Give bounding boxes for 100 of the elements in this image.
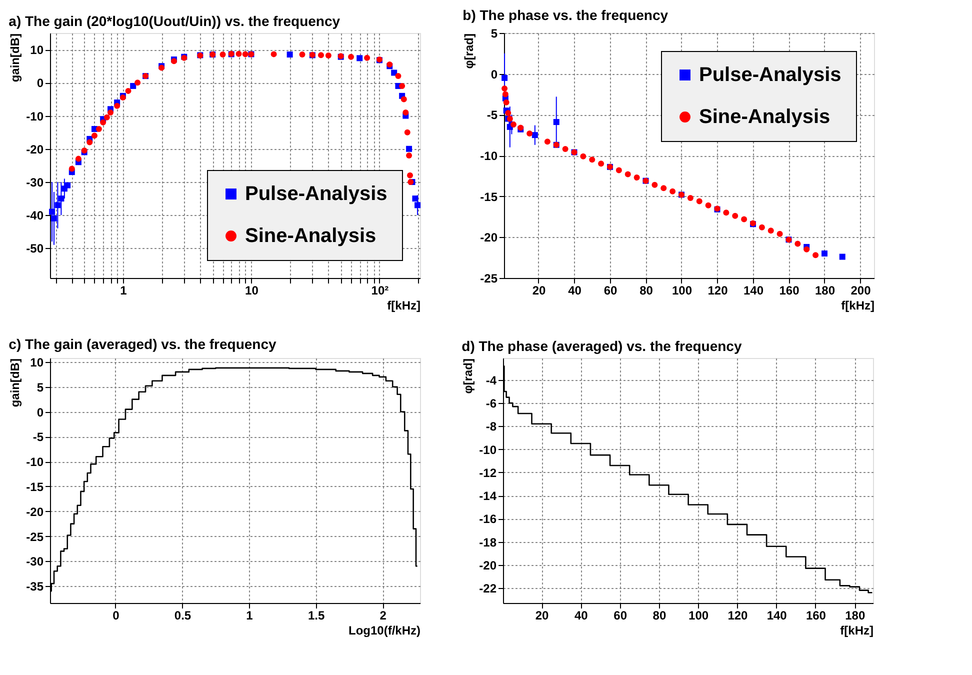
y-tick-label: 10 [30,355,44,370]
point [776,230,783,237]
x-tick-label: 0 [112,608,120,622]
x-tick-label: 160 [806,608,826,622]
y-tick-label: -6 [486,396,497,411]
y-axis-title: gain[dB] [8,33,22,82]
point [589,156,596,163]
point [723,210,730,216]
x-tick-label: 0.5 [174,608,192,622]
point [741,216,748,222]
y-tick-label: -12 [479,466,497,480]
point [705,202,712,208]
y-tick-label: -30 [26,554,44,569]
point [580,153,586,160]
chart-title: d) The phase (averaged) vs. the frequency [462,338,742,354]
x-axis-title: Log10(f/kHz) [348,624,421,638]
y-tick-label: -10 [479,442,497,457]
y-tick-label: -25 [480,272,498,286]
point [598,160,604,167]
y-tick-label: -8 [486,420,497,434]
legend-label: Pulse-Analysis [245,183,388,205]
point [839,254,846,260]
x-axis-title: f[kHz] [840,624,874,638]
point [502,91,508,98]
y-tick-label: -50 [26,242,44,256]
y-tick-label: -20 [479,558,497,572]
point [812,252,819,258]
x-tick-label: 20 [532,284,546,298]
y-tick-label: -10 [26,455,44,470]
y-tick-label: -14 [479,489,497,504]
y-tick-label: -25 [26,530,44,544]
y-tick-label: 0 [36,405,44,420]
legend-label: Pulse-Analysis [699,64,842,86]
point [670,188,676,194]
x-tick-label: 160 [779,284,800,298]
y-tick-label: 0 [490,67,498,82]
x-tick-label: 1 [120,284,128,298]
point [544,138,550,145]
x-tick-label: 180 [814,284,836,298]
point [526,130,533,136]
legend-label: Sine-Analysis [245,225,376,247]
y-tick-label: -30 [26,175,44,190]
chart-title: b) The phase vs. the frequency [462,7,668,23]
y-tick-label: -20 [26,504,44,519]
x-tick-label: 120 [728,608,748,622]
point [503,99,510,106]
y-tick-label: -15 [480,190,498,204]
y-tick-label: 10 [30,43,44,58]
point [532,132,538,138]
y-tick-label: -35 [26,580,44,594]
y-tick-label: -40 [26,208,44,223]
x-tick-label: 10 [245,284,259,298]
point [696,198,702,204]
x-tick-label: 60 [604,284,618,298]
y-tick-label: -16 [479,512,497,526]
point [687,194,694,201]
y-tick-label: -5 [486,108,498,122]
point [732,212,738,219]
legend-label: Sine-Analysis [699,106,830,128]
y-tick-label: -22 [479,581,497,596]
point [768,228,774,234]
x-tick-label: 40 [568,284,582,298]
x-axis-title: f[kHz] [841,298,875,312]
y-tick-label: -10 [480,149,498,163]
x-tick-label: 20 [535,608,550,622]
x-tick-label: 200 [850,284,872,298]
x-tick-label: 1 [246,608,254,622]
chart-title: a) The gain (20*log10(Uout/Uin)) vs. the frequency [8,13,340,29]
x-tick-label: 40 [574,608,588,622]
y-tick-label: -18 [479,535,497,550]
y-tick-label: -15 [26,480,44,494]
x-tick-label: 100 [688,608,709,622]
y-tick-label: -20 [480,230,498,245]
point [804,246,810,252]
point [505,110,512,116]
x-axis-title: f[kHz] [387,298,421,312]
x-tick-label: 100 [672,284,692,298]
point [794,240,801,247]
point [562,146,568,152]
point [624,171,631,178]
x-tick-label: 180 [845,608,866,622]
point [616,167,622,174]
point [652,182,658,188]
x-tick-label: 140 [743,284,764,298]
point [821,250,828,256]
x-tick-label: 10² [371,284,389,298]
y-tick-label: -5 [32,430,44,444]
point [502,74,508,81]
point [634,174,640,181]
y-tick-label: -10 [26,109,44,124]
y-tick-label: -20 [26,142,44,156]
x-tick-label: 120 [708,284,728,298]
x-tick-label: 140 [766,608,788,622]
y-axis-title: φ[rad] [461,358,476,394]
x-tick-label: 60 [614,608,628,622]
y-tick-label: -4 [486,373,497,388]
x-tick-label: 1.5 [308,608,325,622]
chart-title: c) The gain (averaged) vs. the frequency [8,336,277,352]
point [758,224,765,230]
y-tick-label: 5 [36,380,44,394]
